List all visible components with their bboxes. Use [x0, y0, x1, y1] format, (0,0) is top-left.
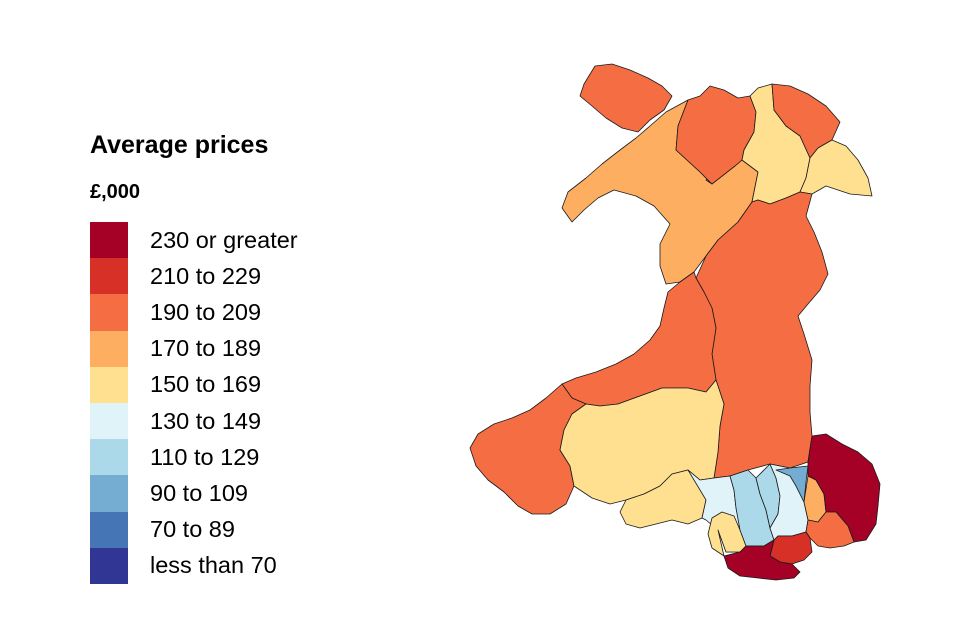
- legend-swatch: [90, 258, 128, 295]
- legend-swatch: [90, 439, 128, 476]
- legend-item: 70 to 89: [90, 511, 298, 548]
- legend-label: 130 to 149: [150, 407, 262, 434]
- legend-label: 90 to 109: [150, 479, 249, 506]
- region-blaenau-gwent: [775, 465, 809, 503]
- legend-item: 90 to 109: [90, 475, 298, 512]
- legend-swatch: [90, 475, 128, 512]
- legend-swatch: [90, 547, 128, 584]
- legend-label: 110 to 129: [150, 443, 260, 470]
- region-ceredigion: [561, 271, 717, 407]
- legend-label: 210 to 229: [150, 262, 262, 289]
- legend-label: 70 to 89: [150, 516, 235, 543]
- legend-item: 190 to 209: [90, 294, 298, 331]
- legend-label: 190 to 209: [150, 298, 262, 325]
- region-anglesey: [579, 63, 673, 133]
- legend-label: 230 or greater: [150, 226, 298, 253]
- legend-item: less than 70: [90, 547, 298, 584]
- legend-item: 130 to 149: [90, 402, 298, 440]
- region-monmouthshire: [807, 433, 881, 543]
- legend-items: 230 or greater 210 to 229 190 to 209 170…: [90, 222, 298, 584]
- legend-label: less than 70: [150, 552, 277, 579]
- legend-swatch: [90, 222, 128, 259]
- legend-subtitle: £,000: [90, 181, 141, 203]
- legend-swatch: [90, 402, 128, 440]
- region-bridgend: [707, 511, 747, 557]
- legend-swatch: [90, 330, 128, 367]
- legend-label: 150 to 169: [150, 371, 262, 398]
- legend-label: 170 to 189: [150, 335, 262, 362]
- legend-swatch: [90, 366, 128, 403]
- legend-item: 230 or greater: [90, 222, 298, 259]
- legend-title: Average prices: [90, 131, 269, 159]
- legend-swatch: [90, 294, 128, 331]
- legend-item: 150 to 169: [90, 366, 298, 403]
- legend-item: 110 to 129: [90, 439, 298, 476]
- legend-item: 170 to 189: [90, 330, 298, 367]
- legend-swatch: [90, 511, 128, 548]
- region-vale-of-glamorgan: [723, 539, 801, 581]
- map-legend: Average prices £,000 230 or greater 210 …: [90, 127, 298, 584]
- legend-item: 210 to 229: [90, 258, 298, 295]
